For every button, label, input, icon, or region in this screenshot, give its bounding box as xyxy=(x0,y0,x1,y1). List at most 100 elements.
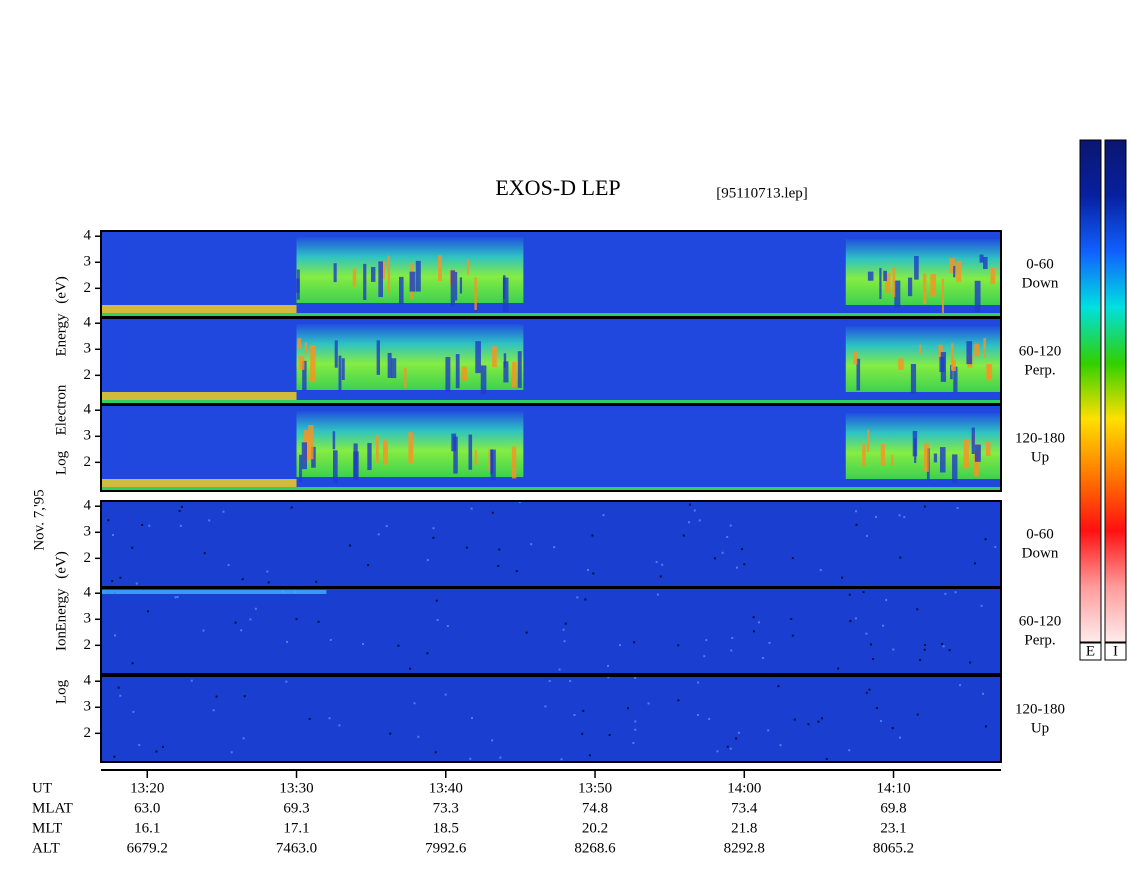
speckle xyxy=(181,505,184,508)
streak xyxy=(983,256,988,270)
speckle xyxy=(530,543,533,546)
ephemeris-value: 69.8 xyxy=(880,800,906,816)
y-tick-label: 4 xyxy=(84,498,92,514)
speckle xyxy=(377,533,380,536)
group-label-word: (eV) xyxy=(53,551,69,578)
speckle xyxy=(869,643,872,646)
streak xyxy=(415,260,421,292)
panel-label: 0-60 xyxy=(1026,256,1054,272)
speckle xyxy=(119,694,122,697)
speckle xyxy=(591,534,594,537)
speckle xyxy=(729,747,732,750)
ephemeris-name: MLT xyxy=(32,820,62,836)
y-tick-label: 3 xyxy=(84,254,92,270)
colorbar-label-box xyxy=(1079,642,1102,661)
speckle xyxy=(874,515,877,518)
speckle xyxy=(899,556,902,559)
speckle xyxy=(872,657,875,660)
speckle xyxy=(564,622,567,625)
speckle xyxy=(285,680,288,683)
speckle xyxy=(688,503,691,506)
streak xyxy=(301,442,307,470)
y-tick-label: 3 xyxy=(84,524,92,540)
speckle xyxy=(696,713,699,716)
speckle xyxy=(222,510,225,513)
streak xyxy=(352,268,357,287)
y-tick-label: 4 xyxy=(84,228,92,244)
streak xyxy=(333,450,338,483)
streak xyxy=(880,443,885,466)
speckle xyxy=(548,679,551,682)
streak xyxy=(517,351,522,388)
speckle xyxy=(817,720,820,723)
speckle xyxy=(737,731,740,734)
speckle xyxy=(215,695,218,698)
streak xyxy=(438,255,442,282)
streak xyxy=(455,271,458,301)
streak xyxy=(298,356,305,370)
speckle xyxy=(132,710,135,713)
speckle xyxy=(618,644,621,647)
speckle xyxy=(916,713,919,716)
speckle xyxy=(607,676,610,679)
speckle xyxy=(924,644,927,647)
speckle xyxy=(854,617,857,620)
streak xyxy=(468,434,473,470)
streak xyxy=(974,343,980,357)
speckle xyxy=(903,516,906,519)
speckle xyxy=(553,546,556,549)
speckle xyxy=(560,758,563,761)
panel-label: Up xyxy=(1031,449,1049,465)
speckle xyxy=(112,533,115,536)
speckle xyxy=(716,750,719,753)
speckle xyxy=(659,575,662,578)
speckle xyxy=(107,519,110,522)
speckle xyxy=(793,718,796,721)
streak xyxy=(511,446,517,479)
speckle xyxy=(876,707,879,710)
y-tick-label: 3 xyxy=(84,428,92,444)
baseline-band xyxy=(101,487,1001,490)
streak xyxy=(333,263,337,283)
streak xyxy=(983,338,986,358)
speckle xyxy=(892,648,895,651)
speckle xyxy=(491,739,494,742)
speckle xyxy=(290,506,293,509)
streak xyxy=(910,363,917,394)
y-tick-label: 2 xyxy=(84,637,92,653)
ephemeris-value: 16.1 xyxy=(134,820,160,836)
speckle xyxy=(111,580,114,583)
ephemeris-name: MLAT xyxy=(32,800,73,816)
colorbar xyxy=(1079,139,1102,643)
streak xyxy=(940,352,947,382)
panel-label: 120-180 xyxy=(1015,701,1065,717)
speckle xyxy=(317,620,320,623)
streak xyxy=(378,261,384,298)
streak xyxy=(953,265,956,278)
speckle xyxy=(848,749,851,752)
y-tick-label: 2 xyxy=(84,367,92,383)
streak xyxy=(511,362,517,388)
speckle xyxy=(919,658,922,661)
speckle xyxy=(973,562,976,565)
x-tick-label: 13:40 xyxy=(429,780,463,796)
streak xyxy=(459,277,463,294)
speckle xyxy=(434,751,437,754)
speckle xyxy=(634,720,637,723)
streak xyxy=(370,266,376,282)
streak xyxy=(409,271,416,292)
speckle xyxy=(362,642,365,645)
speckle xyxy=(563,640,566,643)
group-label-word: Electron xyxy=(53,384,69,435)
ephemeris-value: 23.1 xyxy=(880,820,906,836)
speckle xyxy=(515,570,518,573)
speckle xyxy=(465,546,468,549)
panel-frame xyxy=(100,675,1002,763)
speckle xyxy=(703,655,706,658)
streak xyxy=(376,340,380,375)
speckle xyxy=(721,551,724,554)
speckle xyxy=(768,641,771,644)
x-tick-label: 13:30 xyxy=(279,780,313,796)
speckle xyxy=(295,618,298,621)
streak xyxy=(951,343,954,371)
